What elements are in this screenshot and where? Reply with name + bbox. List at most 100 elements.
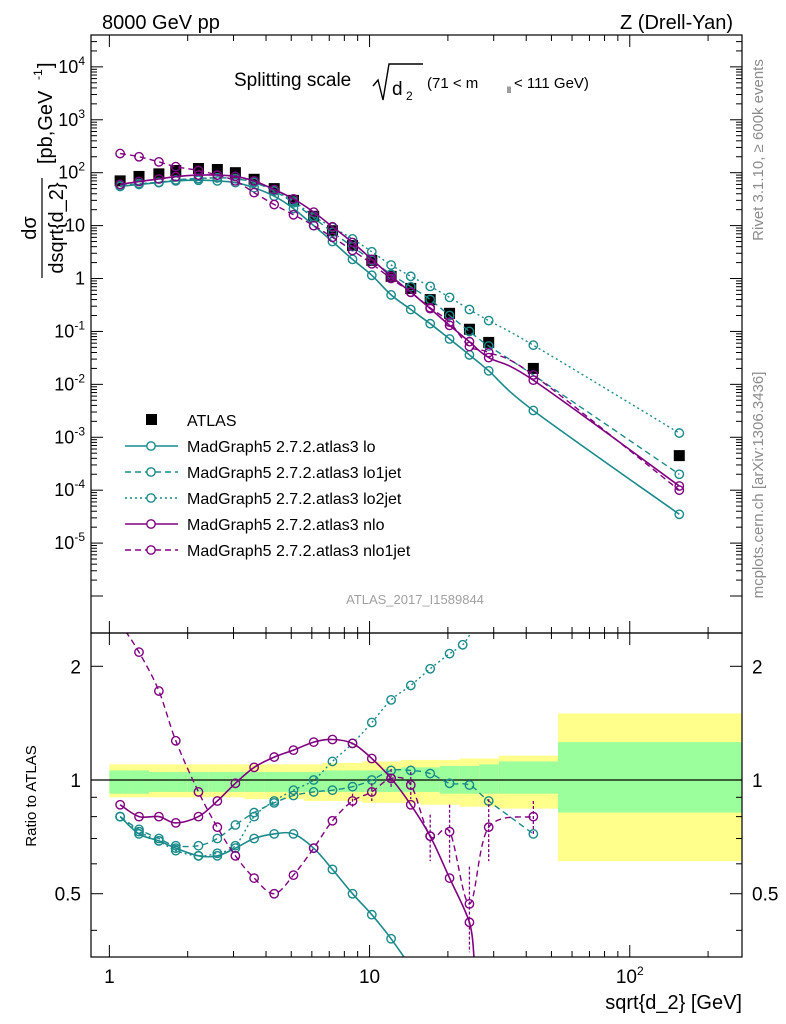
data-point-atlas xyxy=(424,294,436,306)
ratio-marker-madgraph5-2-7-2-atlas3-nlo1jet xyxy=(288,870,299,881)
data-point-atlas xyxy=(192,162,204,174)
ratio-marker-madgraph5-2-7-2-atlas3-nlo1jet xyxy=(269,888,280,899)
series-marker-madgraph5-2-7-2-atlas3-lo xyxy=(674,509,685,520)
legend-marker-atlas xyxy=(146,414,157,425)
ratio-marker-madgraph5-2-7-2-atlas3-lo1jet xyxy=(288,790,299,801)
data-point-atlas xyxy=(463,323,475,335)
ratio-marker-madgraph5-2-7-2-atlas3-nlo1jet xyxy=(327,815,338,826)
series-marker-madgraph5-2-7-2-atlas3-lo1jet xyxy=(444,310,455,321)
stat-uncertainty-band xyxy=(167,772,188,792)
series-marker-madgraph5-2-7-2-atlas3-nlo xyxy=(288,193,299,204)
sqrt-symbol xyxy=(372,63,423,101)
series-line-madgraph5-2-7-2-atlas3-nlo1jet xyxy=(119,152,680,491)
series-marker-madgraph5-2-7-2-atlas3-nlo xyxy=(230,171,241,182)
ratio-panel-frame xyxy=(90,632,743,958)
main-y-tick-label: 10-1 xyxy=(54,318,85,341)
series-marker-madgraph5-2-7-2-atlas3-lo2jet xyxy=(674,428,685,438)
data-point-atlas xyxy=(673,450,685,462)
ratio-marker-madgraph5-2-7-2-atlas3-lo xyxy=(212,850,223,861)
series-line-madgraph5-2-7-2-atlas3-lo2jet xyxy=(120,177,680,434)
title-sqrt-subscript: 2 xyxy=(406,89,413,103)
legend-marker-madgraph5-2-7-2-atlas3-lo xyxy=(146,441,156,451)
stat-uncertainty-band xyxy=(148,772,168,792)
mcplots-label: mcplots.cern.ch [arXiv:1306.3436] xyxy=(750,372,767,599)
series-marker-madgraph5-2-7-2-atlas3-lo2jet xyxy=(444,292,455,303)
ratio-marker-madgraph5-2-7-2-atlas3-nlo xyxy=(115,799,126,810)
series-marker-madgraph5-2-7-2-atlas3-nlo1jet xyxy=(230,175,241,186)
plot-title: Splitting scale xyxy=(234,70,351,91)
ratio-marker-madgraph5-2-7-2-atlas3-lo xyxy=(327,864,338,875)
ratio-marker-madgraph5-2-7-2-atlas3-lo1jet xyxy=(170,840,181,851)
ratio-marker-madgraph5-2-7-2-atlas3-nlo xyxy=(249,762,260,773)
ratio-marker-madgraph5-2-7-2-atlas3-lo1jet xyxy=(212,833,223,844)
ratio-marker-madgraph5-2-7-2-atlas3-nlo xyxy=(327,734,338,745)
ratio-marker-madgraph5-2-7-2-atlas3-lo2jet xyxy=(249,811,260,822)
stat-uncertainty-band xyxy=(187,772,209,792)
series-marker-madgraph5-2-7-2-atlas3-nlo xyxy=(483,352,494,363)
legend-label-madgraph5-2-7-2-atlas3-lo1jet: MadGraph5 2.7.2.atlas3 lo1jet xyxy=(187,465,402,482)
ylabel-numerator: dσ xyxy=(19,216,41,240)
stat-uncertainty-band xyxy=(479,764,499,794)
main-panel-series xyxy=(114,148,685,520)
series-marker-madgraph5-2-7-2-atlas3-lo2jet xyxy=(405,271,416,282)
ratio-marker-madgraph5-2-7-2-atlas3-nlo1jet xyxy=(308,843,319,854)
ratio-marker-madgraph5-2-7-2-atlas3-nlo1jet xyxy=(444,826,455,837)
ratio-marker-madgraph5-2-7-2-atlas3-nlo xyxy=(193,811,204,822)
ratio-marker-madgraph5-2-7-2-atlas3-nlo xyxy=(405,799,416,810)
ratio-marker-madgraph5-2-7-2-atlas3-nlo1jet xyxy=(230,850,241,861)
series-marker-madgraph5-2-7-2-atlas3-nlo xyxy=(366,254,377,265)
series-marker-madgraph5-2-7-2-atlas3-lo1jet xyxy=(464,326,475,337)
series-marker-madgraph5-2-7-2-atlas3-lo2jet xyxy=(212,172,223,183)
series-marker-madgraph5-2-7-2-atlas3-nlo1jet xyxy=(153,156,164,167)
series-marker-madgraph5-2-7-2-atlas3-nlo1jet xyxy=(212,170,223,181)
legend-label-madgraph5-2-7-2-atlas3-nlo1jet: MadGraph5 2.7.2.atlas3 nlo1jet xyxy=(187,543,411,560)
ratio-marker-madgraph5-2-7-2-atlas3-lo1jet xyxy=(308,787,319,797)
series-marker-madgraph5-2-7-2-atlas3-lo2jet xyxy=(366,246,377,257)
stat-uncertainty-band xyxy=(129,770,149,794)
x-tick-label: 10 xyxy=(359,967,380,988)
ratio-marker-madgraph5-2-7-2-atlas3-lo xyxy=(249,833,260,844)
ratio-marker-madgraph5-2-7-2-atlas3-lo1jet xyxy=(528,829,539,839)
ratio-marker-madgraph5-2-7-2-atlas3-lo2jet xyxy=(115,811,126,822)
series-marker-madgraph5-2-7-2-atlas3-nlo1jet xyxy=(425,302,436,313)
data-point-atlas xyxy=(211,163,223,175)
ratio-y-tick-label-right: 2 xyxy=(752,657,763,678)
ylabel-denominator: dsqrt{d_2} xyxy=(46,182,68,274)
ratio-panel-series xyxy=(115,633,539,957)
data-point-atlas xyxy=(268,183,280,195)
ratio-marker-madgraph5-2-7-2-atlas3-lo xyxy=(386,933,397,944)
main-y-tick-label: 103 xyxy=(58,107,85,130)
ratio-marker-madgraph5-2-7-2-atlas3-lo2jet xyxy=(327,756,338,767)
x-axis-label: sqrt{d_2} [GeV] xyxy=(605,992,742,1014)
ratio-marker-madgraph5-2-7-2-atlas3-nlo xyxy=(170,817,181,828)
series-marker-madgraph5-2-7-2-atlas3-nlo1jet xyxy=(386,273,397,284)
stat-uncertainty-band xyxy=(558,742,742,813)
ratio-marker-madgraph5-2-7-2-atlas3-nlo xyxy=(212,796,223,806)
series-marker-madgraph5-2-7-2-atlas3-nlo xyxy=(115,179,126,190)
ratio-y-tick-label: 0.5 xyxy=(55,885,81,906)
series-marker-madgraph5-2-7-2-atlas3-nlo xyxy=(170,171,181,182)
data-point-atlas xyxy=(133,170,145,182)
legend-label-atlas: ATLAS xyxy=(187,413,237,430)
main-y-tick-label: 10 xyxy=(65,216,85,236)
series-marker-madgraph5-2-7-2-atlas3-nlo1jet xyxy=(327,232,338,243)
series-marker-madgraph5-2-7-2-atlas3-lo xyxy=(425,318,436,329)
ratio-marker-madgraph5-2-7-2-atlas3-lo1jet xyxy=(230,820,241,830)
ratio-marker-madgraph5-2-7-2-atlas3-nlo1jet xyxy=(528,811,539,822)
series-marker-madgraph5-2-7-2-atlas3-lo xyxy=(405,304,416,315)
ratio-marker-madgraph5-2-7-2-atlas3-nlo xyxy=(444,873,455,883)
ratio-marker-madgraph5-2-7-2-atlas3-lo2jet xyxy=(170,845,181,856)
legend-marker-madgraph5-2-7-2-atlas3-nlo1jet xyxy=(146,545,156,555)
ylabel-units-exponent: -1 xyxy=(31,69,45,80)
ratio-marker-madgraph5-2-7-2-atlas3-lo1jet xyxy=(327,785,338,796)
stat-uncertainty-band xyxy=(322,770,343,792)
ratio-marker-madgraph5-2-7-2-atlas3-nlo xyxy=(134,811,144,822)
series-marker-madgraph5-2-7-2-atlas3-nlo1jet xyxy=(249,187,260,198)
main-y-tick-label: 10-3 xyxy=(54,424,85,447)
series-marker-madgraph5-2-7-2-atlas3-nlo xyxy=(528,375,539,386)
legend-label-madgraph5-2-7-2-atlas3-lo2jet: MadGraph5 2.7.2.atlas3 lo2jet xyxy=(187,491,402,508)
ratio-marker-madgraph5-2-7-2-atlas3-nlo1jet xyxy=(366,787,377,797)
series-marker-madgraph5-2-7-2-atlas3-lo2jet xyxy=(528,340,539,351)
